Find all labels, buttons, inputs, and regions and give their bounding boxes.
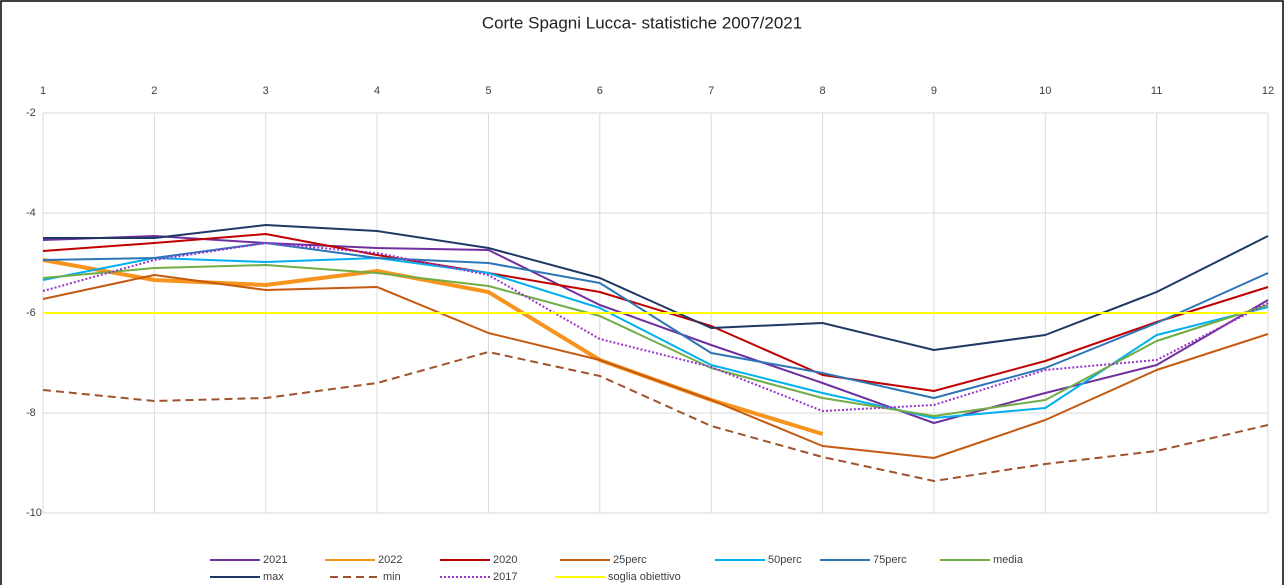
legend-text: 75perc [873, 554, 907, 566]
legend-text: max [263, 571, 284, 583]
series-line [42, 264, 1269, 417]
y-tick-label: -4 [26, 207, 36, 219]
x-tick-label: 6 [597, 85, 603, 97]
x-tick-label: 11 [1151, 85, 1162, 97]
series-line [42, 257, 1269, 419]
legend-text: 25perc [613, 554, 647, 566]
x-tick-label: 2 [151, 85, 157, 97]
x-tick-label: 8 [819, 85, 825, 97]
x-tick-label: 3 [263, 85, 269, 97]
x-tick-label: 9 [931, 85, 937, 97]
series-line [42, 274, 1269, 459]
legend-text: 50perc [768, 554, 802, 566]
legend-text: 2020 [493, 554, 517, 566]
legend-text: 2021 [263, 554, 287, 566]
legend-text: 2017 [493, 571, 517, 583]
chart-title: Corte Spagni Lucca- statistiche 2007/202… [482, 13, 802, 32]
legend-text: 2022 [378, 554, 402, 566]
x-tick-label: 5 [485, 85, 491, 97]
series-line [42, 233, 1269, 392]
series-line [42, 235, 1269, 424]
y-tick-label: -2 [26, 107, 36, 119]
legend-text: min [383, 571, 401, 583]
legend-text: soglia obiettivo [608, 571, 681, 583]
y-tick-label: -10 [26, 507, 42, 519]
y-tick-label: -6 [26, 307, 36, 319]
x-tick-label: 1 [40, 85, 46, 97]
x-tick-label: 12 [1262, 85, 1274, 97]
series-line [43, 224, 1269, 351]
legend-text: media [993, 554, 1024, 566]
x-tick-label: 10 [1039, 85, 1051, 97]
series-line [42, 351, 1269, 482]
x-tick-label: 7 [708, 85, 714, 97]
series-line [42, 242, 1269, 412]
y-tick-label: -8 [26, 407, 36, 419]
x-tick-label: 4 [374, 85, 380, 97]
